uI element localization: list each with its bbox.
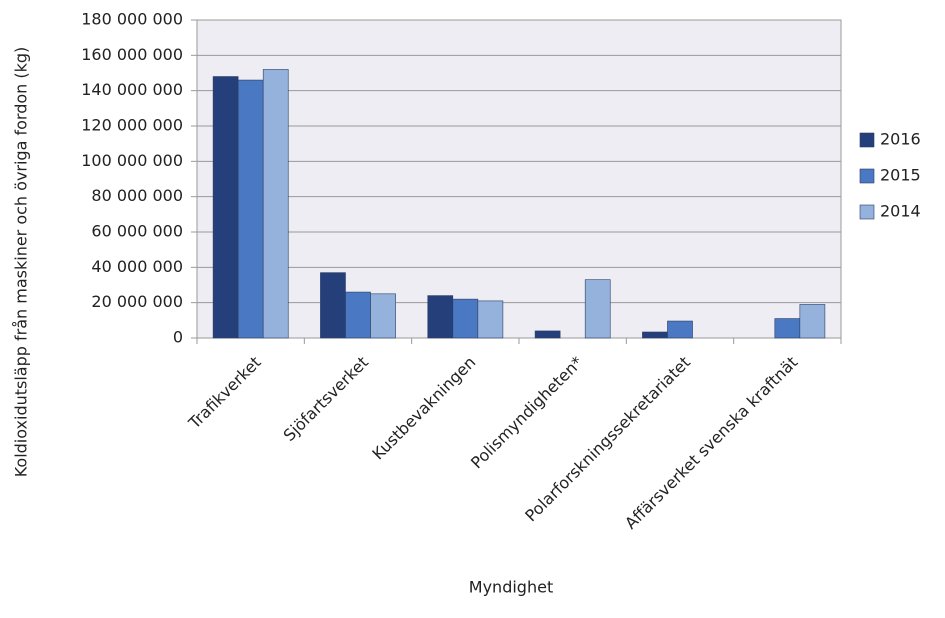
y-tick-label: 120 000 000: [81, 116, 183, 135]
bar: [642, 331, 668, 339]
legend-label: 2015: [880, 166, 921, 185]
y-tick-label: 180 000 000: [81, 10, 183, 29]
bar: [262, 69, 289, 339]
y-tick-label: 80 000 000: [91, 186, 183, 205]
y-tick-label: 160 000 000: [81, 45, 183, 64]
bar: [584, 279, 611, 339]
bar: [345, 291, 371, 339]
legend-swatch: [859, 132, 875, 148]
bar: [370, 293, 396, 339]
y-tick-label: 100 000 000: [81, 151, 183, 170]
y-axis-title: Koldioxidutsläpp från maskiner och övrig…: [12, 47, 31, 478]
y-tick-label: 40 000 000: [91, 257, 183, 276]
bar: [427, 295, 454, 339]
legend-label: 2016: [880, 130, 921, 149]
x-tick-label: Affärsverket svenska kraftnät: [621, 353, 801, 533]
y-tick-label: 60 000 000: [91, 222, 183, 241]
bar: [774, 318, 801, 339]
y-tick-label: 140 000 000: [81, 80, 183, 99]
x-tick-label: Trafikverket: [184, 353, 265, 434]
bar: [237, 79, 264, 339]
x-tick-label: Sjöfartsverket: [280, 353, 372, 445]
y-tick-label: 0: [173, 328, 183, 347]
legend-swatch: [859, 204, 875, 220]
bar: [320, 272, 346, 339]
legend-label: 2014: [880, 202, 921, 221]
bar: [477, 300, 504, 339]
bar: [534, 330, 561, 339]
bar: [452, 298, 479, 339]
plot-area: [196, 19, 842, 339]
x-axis-title: Myndighet: [469, 578, 553, 597]
legend-swatch: [859, 168, 875, 184]
x-tick-label: Kustbevakningen: [368, 353, 479, 464]
bar: [799, 304, 826, 339]
bar: [667, 320, 693, 339]
bar: [212, 76, 239, 339]
x-tick-label: Polismyndigheten*: [467, 353, 587, 473]
y-tick-label: 20 000 000: [91, 292, 183, 311]
